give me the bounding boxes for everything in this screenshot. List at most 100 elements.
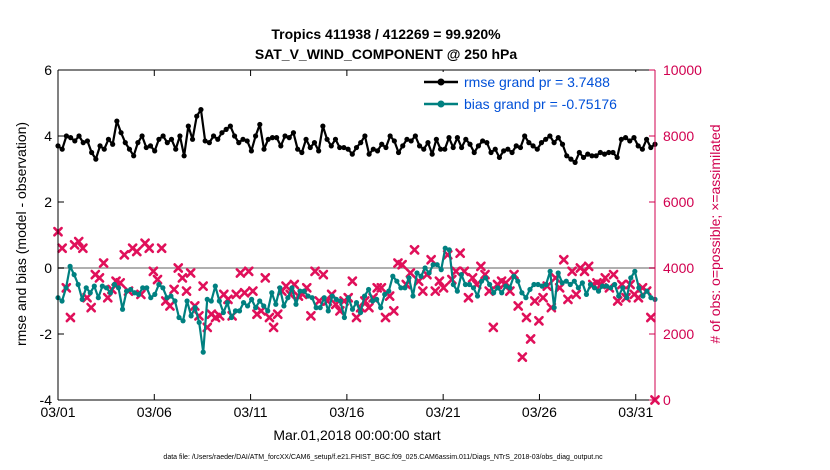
bias-point bbox=[244, 303, 251, 309]
rmse-point bbox=[610, 149, 616, 156]
y-tick-label: 6 bbox=[44, 62, 52, 78]
bias-point bbox=[390, 273, 396, 279]
rmse-point bbox=[618, 136, 624, 142]
rmse-point bbox=[585, 151, 591, 157]
rmse-point bbox=[274, 135, 280, 141]
bias-point bbox=[470, 285, 477, 291]
bias-point bbox=[301, 288, 307, 294]
bias-point bbox=[644, 288, 650, 294]
rmse-point bbox=[223, 126, 229, 132]
obs-count-marker bbox=[600, 273, 611, 283]
rmse-point bbox=[131, 153, 137, 159]
y-tick-label: 2 bbox=[44, 194, 52, 210]
rmse-point bbox=[248, 148, 254, 154]
bias-point bbox=[406, 275, 412, 281]
obs-count-marker bbox=[198, 281, 209, 292]
obs-count-marker bbox=[86, 302, 97, 313]
rmse-point bbox=[387, 133, 393, 139]
obs-count-marker bbox=[115, 277, 126, 288]
bias-point bbox=[309, 295, 315, 301]
rmse-point bbox=[551, 140, 557, 146]
rmse-point bbox=[89, 149, 95, 156]
bias-point bbox=[487, 281, 493, 288]
obs-count-marker bbox=[455, 248, 466, 259]
obs-count-marker bbox=[260, 273, 271, 283]
obs-count-marker bbox=[488, 322, 499, 333]
obs-count-marker bbox=[169, 284, 179, 295]
obs-count-marker bbox=[417, 286, 428, 296]
legend-box bbox=[420, 72, 652, 116]
rmse-point bbox=[530, 143, 536, 149]
bias-point bbox=[507, 285, 513, 291]
bias-point bbox=[273, 301, 279, 307]
rmse-point bbox=[126, 146, 133, 152]
rmse-point bbox=[370, 146, 376, 152]
bias-point bbox=[361, 293, 368, 299]
bias-point bbox=[103, 285, 110, 291]
rmse-point bbox=[345, 146, 351, 152]
rmse-point bbox=[59, 146, 65, 152]
bias-point bbox=[144, 285, 150, 291]
rmse-point bbox=[152, 148, 158, 154]
rmse-point bbox=[572, 159, 578, 165]
bias-point bbox=[608, 285, 614, 291]
rmse-point bbox=[467, 141, 473, 147]
bias-point bbox=[450, 281, 456, 288]
obs-count-marker bbox=[388, 306, 399, 316]
rmse-point bbox=[635, 143, 641, 149]
bias-point bbox=[232, 308, 239, 314]
rmse-point bbox=[484, 140, 490, 146]
bias-point bbox=[410, 293, 416, 299]
bias-point bbox=[418, 273, 424, 279]
bias-point bbox=[115, 285, 122, 291]
rmse-point bbox=[358, 140, 364, 146]
rmse-point bbox=[568, 156, 574, 162]
obs-count-marker bbox=[409, 244, 420, 255]
bias-point bbox=[220, 309, 226, 316]
tick-labels: 03/01 03/06 03/11 03/16 03/21 03/26 03/31 -4 -2 0… bbox=[40, 62, 703, 420]
bias-point bbox=[438, 267, 444, 273]
y-right-tick-label: 0 bbox=[663, 392, 671, 408]
rmse-point bbox=[559, 141, 566, 147]
rmse-point bbox=[122, 140, 128, 146]
bias-point bbox=[123, 288, 130, 294]
bias-point bbox=[462, 281, 469, 288]
bias-point bbox=[527, 286, 533, 293]
obs-count-marker bbox=[57, 243, 68, 254]
rmse-point bbox=[383, 144, 389, 151]
bias-point bbox=[571, 278, 577, 284]
rmse-point bbox=[337, 144, 343, 151]
bias-point bbox=[156, 281, 162, 288]
bias-point bbox=[495, 285, 501, 291]
rmse-point bbox=[295, 146, 301, 152]
obs-count-marker bbox=[608, 269, 619, 280]
rmse-point bbox=[97, 143, 103, 149]
bias-point bbox=[563, 278, 569, 284]
bias-point bbox=[539, 283, 545, 289]
rmse-point bbox=[425, 140, 431, 146]
obs-count-marker bbox=[177, 273, 188, 283]
obs-count-marker bbox=[144, 243, 155, 254]
bias-point bbox=[91, 283, 97, 289]
rmse-point bbox=[627, 138, 633, 144]
obs-count-marker bbox=[318, 269, 329, 280]
rmse-point bbox=[72, 138, 78, 144]
bias-point bbox=[285, 295, 291, 301]
rmse-point bbox=[63, 133, 70, 139]
bias-point bbox=[128, 286, 134, 293]
x-tick-label: 03/16 bbox=[329, 404, 364, 420]
bias-point bbox=[357, 309, 364, 316]
bias-point bbox=[587, 281, 594, 288]
obs-count-marker bbox=[405, 268, 416, 278]
obs-count-marker bbox=[264, 312, 275, 323]
rmse-point bbox=[269, 135, 276, 141]
rmse-point bbox=[606, 149, 612, 156]
rmse-point bbox=[564, 153, 570, 159]
bias-point bbox=[67, 263, 73, 269]
y-right-tick-label: 6000 bbox=[663, 194, 694, 210]
rmse-point bbox=[265, 136, 271, 142]
bias-point bbox=[353, 300, 360, 306]
rmse-point bbox=[639, 146, 645, 152]
rmse-point bbox=[522, 133, 528, 139]
bias-point bbox=[583, 291, 590, 297]
